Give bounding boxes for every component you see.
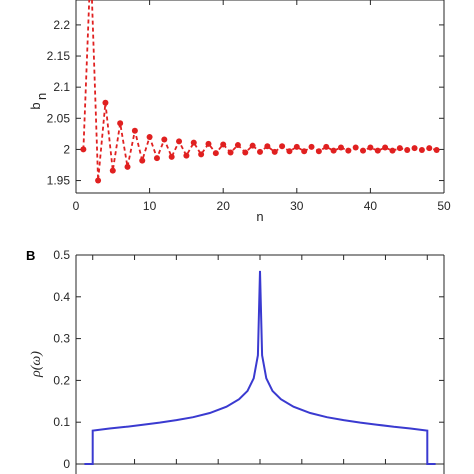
panel-a-x-ticks: 0 10 20 30 40 50	[73, 0, 451, 213]
panel-a-data-point	[220, 141, 227, 148]
panel-a-data-point	[102, 99, 109, 106]
panel-a-data-point	[352, 144, 359, 151]
panel-b-y-tick-label: 0.1	[53, 415, 70, 429]
panel-a-data-point	[337, 144, 344, 151]
panel-b-y-tick-label: 0.5	[53, 248, 70, 262]
panel-a-series	[80, 0, 440, 184]
panel-a-y-tick-label: 2.1	[53, 80, 70, 94]
panel-a-x-tick-label: 10	[143, 199, 157, 213]
panel-a-data-point	[198, 151, 205, 158]
panel-b-y-tick-label: 0	[63, 457, 70, 471]
panel-a-y-ticks: 1.95 2 2.05 2.1 2.15 2.2	[47, 18, 444, 188]
panel-a-y-tick-label: 2.05	[47, 111, 71, 125]
panel-a-data-point	[271, 148, 278, 155]
panel-a-y-axis-label-sub: n	[34, 93, 49, 100]
panel-a-data-point	[190, 139, 197, 146]
panel-a-data-point	[117, 120, 124, 127]
panel-a-data-point	[301, 148, 308, 155]
panel-a-plot-area	[80, 0, 440, 184]
panel-b-y-ticks: 0 0.1 0.2 0.3 0.4 0.5	[53, 248, 444, 471]
panel-a-data-point	[389, 147, 396, 154]
panel-a-data-point	[308, 143, 315, 150]
panel-a-data-point	[411, 145, 418, 152]
panel-a-data-point	[345, 147, 352, 154]
panel-a-y-tick-label: 2.15	[47, 49, 71, 63]
panel-a-data-point	[374, 147, 381, 154]
panel-a-data-point	[264, 143, 271, 150]
panel-a-data-point	[279, 143, 286, 150]
panel-a-data-point	[418, 147, 425, 154]
panel-a-data-point	[367, 144, 374, 151]
panel-a-y-axis-label: b n	[28, 93, 49, 110]
panel-b-plot-area	[84, 270, 436, 465]
panel-a-data-point	[360, 147, 367, 154]
panel-a-data-point	[212, 150, 219, 157]
panel-a-data-point	[205, 140, 212, 147]
panel-a-data-point	[95, 177, 102, 184]
panel-a-data-point	[433, 147, 440, 154]
panel-a-data-point	[396, 145, 403, 152]
panel-a-y-tick-label: 2	[63, 142, 70, 156]
panel-a-data-point	[323, 143, 330, 150]
panel-b-series-line	[84, 270, 436, 465]
panel-a-x-tick-label: 0	[73, 199, 80, 213]
panel-a-data-point	[146, 133, 153, 140]
panel-b-y-axis-label: ρ(ω)	[29, 351, 44, 378]
panel-a-data-point	[124, 163, 131, 170]
panel-a-x-tick-label: 30	[290, 199, 304, 213]
panel-b-y-tick-label: 0.2	[53, 373, 70, 387]
panel-a-x-tick-label: 50	[437, 199, 451, 213]
panel-a-data-point	[80, 146, 87, 153]
panel-a-y-tick-label: 2.2	[53, 18, 70, 32]
panel-a-data-point	[139, 157, 146, 164]
panel-a-y-axis-label-main: b	[28, 102, 43, 109]
panel-a-data-point	[426, 145, 433, 152]
panel-a-data-point	[227, 149, 234, 156]
panel-a-data-point	[242, 149, 249, 156]
panel-a-data-point	[234, 142, 241, 149]
panel-b-y-tick-label: 0.4	[53, 290, 70, 304]
panel-a-data-point	[404, 147, 411, 154]
panel-a-data-point	[183, 152, 190, 159]
panel-a-data-point	[176, 138, 183, 145]
panel-a-data-point	[293, 143, 300, 150]
panel-a-data-point	[315, 148, 322, 155]
panel-a-y-tick-label: 1.95	[47, 174, 71, 188]
panel-b-y-tick-label: 0.3	[53, 332, 70, 346]
panel-b: B 0 0.1 0.2 0.3 0.4 0.5 ρ(ω)	[26, 248, 445, 474]
panel-a: 1.95 2 2.05 2.1 2.15 2.2 0 10 20 30 40 50 n b n	[28, 0, 451, 224]
panel-a-data-point	[161, 136, 168, 143]
panel-b-label: B	[26, 248, 35, 263]
panel-a-x-tick-label: 20	[217, 199, 231, 213]
panel-a-data-point	[131, 127, 138, 134]
panel-a-data-point	[257, 148, 263, 155]
panel-a-data-point	[153, 155, 160, 162]
panel-a-data-point	[330, 147, 337, 154]
panel-a-data-point	[286, 148, 293, 155]
panel-a-data-point	[109, 167, 116, 174]
panel-a-x-axis-label: n	[256, 209, 263, 224]
panel-a-data-point	[249, 142, 256, 149]
panel-a-data-point	[168, 153, 175, 160]
panel-a-x-tick-label: 40	[364, 199, 378, 213]
panel-a-data-point	[382, 144, 389, 151]
